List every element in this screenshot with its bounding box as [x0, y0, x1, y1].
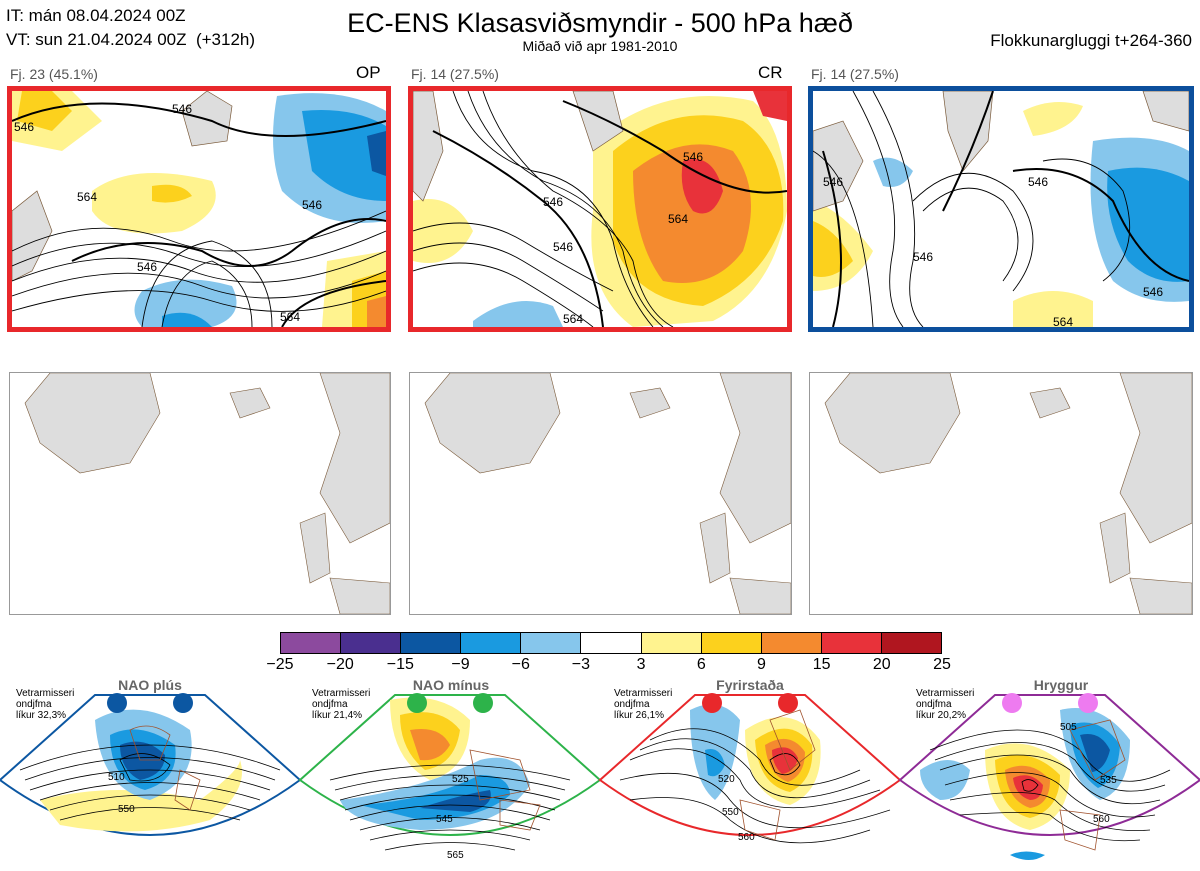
regime-2-contour-label: 525	[452, 774, 469, 785]
p3-contour-label: 564	[1053, 315, 1073, 327]
p2-contour-label: 564	[668, 212, 688, 226]
colorbar-tick-label: 3	[636, 656, 646, 673]
p2-contour-label: 546	[553, 240, 573, 254]
regime-2-contour-label: 545	[436, 814, 453, 825]
p2-contour-label: 564	[563, 312, 583, 326]
cluster-window: Flokkunargluggi t+264-360	[990, 31, 1192, 50]
p1-contour-label: 546	[172, 102, 192, 116]
regime-3-contour-label: 560	[738, 832, 755, 843]
colorbar-tick-label: 25	[933, 656, 951, 673]
colorbar-swatch	[401, 633, 462, 653]
cluster-1-label: Fj. 23 (45.1%)	[10, 66, 98, 82]
p3-contour-label: 546	[823, 175, 843, 189]
colorbar-tick-label: −6	[511, 656, 530, 673]
regime-1-dot	[107, 693, 127, 713]
colorbar-tick-label: −3	[571, 656, 591, 673]
colorbar-tick-label: −9	[451, 656, 470, 673]
regime-3-dot	[778, 693, 798, 713]
regime-4-dot	[1002, 693, 1022, 713]
colorbar-swatch	[701, 633, 762, 653]
base-map-1	[9, 372, 391, 615]
regime-map-ridge: 505 535 560	[898, 693, 1200, 860]
colorbar-swatch	[761, 633, 822, 653]
colorbar-tick-label: 20	[872, 656, 891, 673]
regime-2-dot	[407, 693, 427, 713]
p1-contour-label: 564	[280, 310, 300, 324]
p3-contour-label: 546	[1143, 285, 1163, 299]
regime-3-note: Vetrarmisseri ondjfma líkur 26,1%	[614, 688, 673, 721]
regime-1-note: Vetrarmisseri ondjfma líkur 32,3%	[16, 688, 75, 721]
regime-1-dot	[173, 693, 193, 713]
p1-contour-label: 546	[137, 260, 157, 274]
colorbar-swatch	[521, 633, 582, 653]
cluster-map-3: 546 546 546 546 564	[808, 86, 1194, 332]
colorbar-tick-label: 6	[696, 656, 706, 673]
regime-2-note: Vetrarmisseri ondjfma líkur 21,4%	[312, 688, 371, 721]
regime-4-contour-label: 535	[1100, 775, 1117, 786]
valid-time: VT: sun 21.04.2024 00Z (+312h)	[6, 30, 256, 49]
base-map-2	[409, 372, 792, 615]
colorbar-swatch	[461, 633, 522, 653]
regime-3-dot	[702, 693, 722, 713]
p1-contour-label: 564	[77, 190, 97, 204]
colorbar-swatch	[641, 633, 702, 653]
page-subtitle: Miðað við apr 1981-2010	[522, 38, 678, 54]
regime-3-contour-label: 520	[718, 774, 735, 785]
regime-2-contour-label: 565	[447, 850, 464, 861]
regime-2-title: NAO mínus	[412, 677, 490, 693]
regime-map-nao-plus: 510 550	[0, 693, 302, 836]
p2-contour-label: 546	[683, 150, 703, 164]
regime-4-contour-label: 505	[1060, 722, 1077, 733]
regime-4-dot	[1078, 693, 1098, 713]
cluster-1-tag: OP	[356, 63, 381, 82]
p1-contour-label: 546	[302, 198, 322, 212]
p1-contour-label: 546	[14, 120, 34, 134]
cluster-map-1: 546 546 546 546 564 564	[7, 86, 391, 332]
colorbar-swatch	[281, 633, 342, 653]
regime-3-title: Fyrirstaða	[716, 677, 784, 693]
regime-4-note: Vetrarmisseri ondjfma líkur 20,2%	[916, 688, 975, 721]
colorbar-tick-label: 15	[812, 656, 831, 673]
regime-4-title: Hryggur	[1033, 677, 1089, 693]
colorbar-swatch	[581, 633, 642, 653]
colorbar-tick-label: −15	[386, 656, 414, 673]
regime-2-dot	[473, 693, 493, 713]
colorbar-tick-label: −25	[266, 656, 294, 673]
colorbar-tick-label: 9	[757, 656, 766, 673]
cluster-3-label: Fj. 14 (27.5%)	[811, 66, 899, 82]
p3-contour-label: 546	[913, 250, 933, 264]
page-title: EC-ENS Klasasviðsmyndir - 500 hPa hæð	[347, 8, 853, 38]
init-time: IT: mán 08.04.2024 00Z	[6, 6, 186, 25]
regime-map-blocking: 520 550 560	[598, 693, 902, 844]
base-map-3	[809, 372, 1193, 615]
cluster-map-2: 546 546 546 564 564	[408, 86, 792, 332]
regime-4-contour-label: 560	[1093, 814, 1110, 825]
cluster-2-label: Fj. 14 (27.5%)	[411, 66, 499, 82]
p2-contour-label: 546	[543, 195, 563, 209]
colorbar-tick-label: −20	[326, 656, 354, 673]
colorbar-ticks: −25 −20 −15 −9 −6 −3 3 6 9 15 20 25	[260, 656, 962, 674]
regime-1-contour-label: 510	[108, 772, 125, 783]
colorbar	[280, 632, 942, 654]
regime-1-contour-label: 550	[118, 804, 135, 815]
regime-map-nao-minus: 525 545 565	[298, 693, 602, 861]
cluster-2-tag: CR	[758, 63, 783, 82]
colorbar-swatch	[881, 633, 942, 653]
colorbar-swatch	[341, 633, 402, 653]
regime-1-title: NAO plús	[118, 677, 182, 693]
colorbar-swatch	[821, 633, 882, 653]
p3-contour-label: 546	[1028, 175, 1048, 189]
regime-maps: 510 550 525 545 565	[0, 693, 1200, 861]
regime-3-contour-label: 550	[722, 807, 739, 818]
